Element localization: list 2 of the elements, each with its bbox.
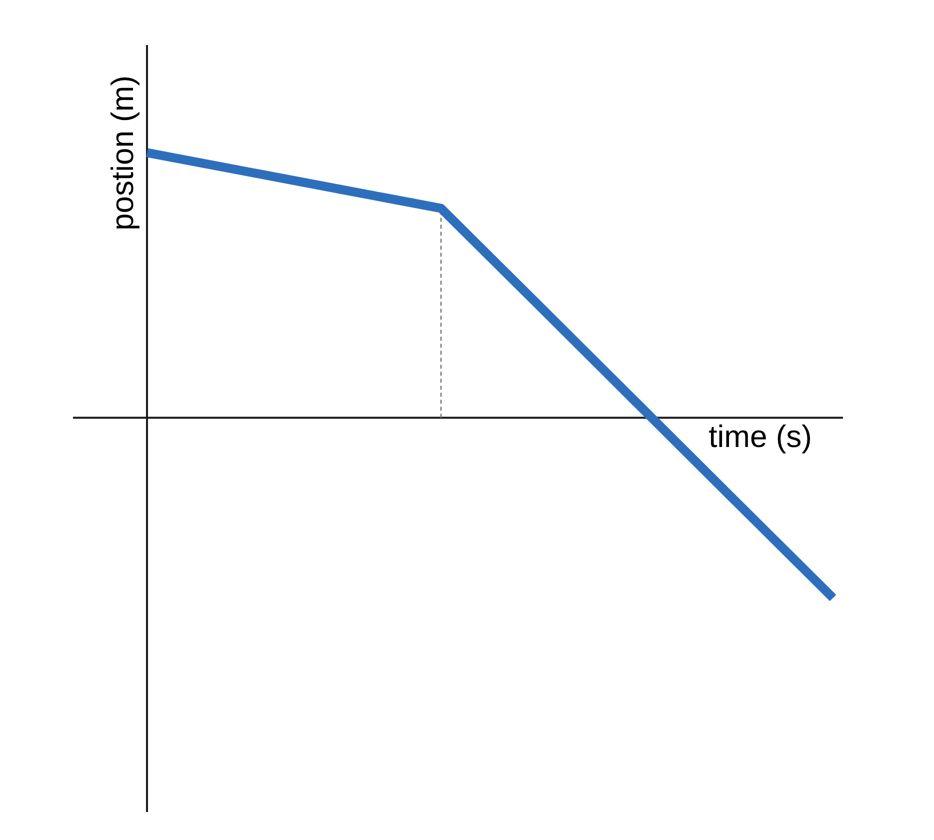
y-axis-title: postion (m) [105,75,140,231]
x-axis-title: time (s) [708,419,812,454]
